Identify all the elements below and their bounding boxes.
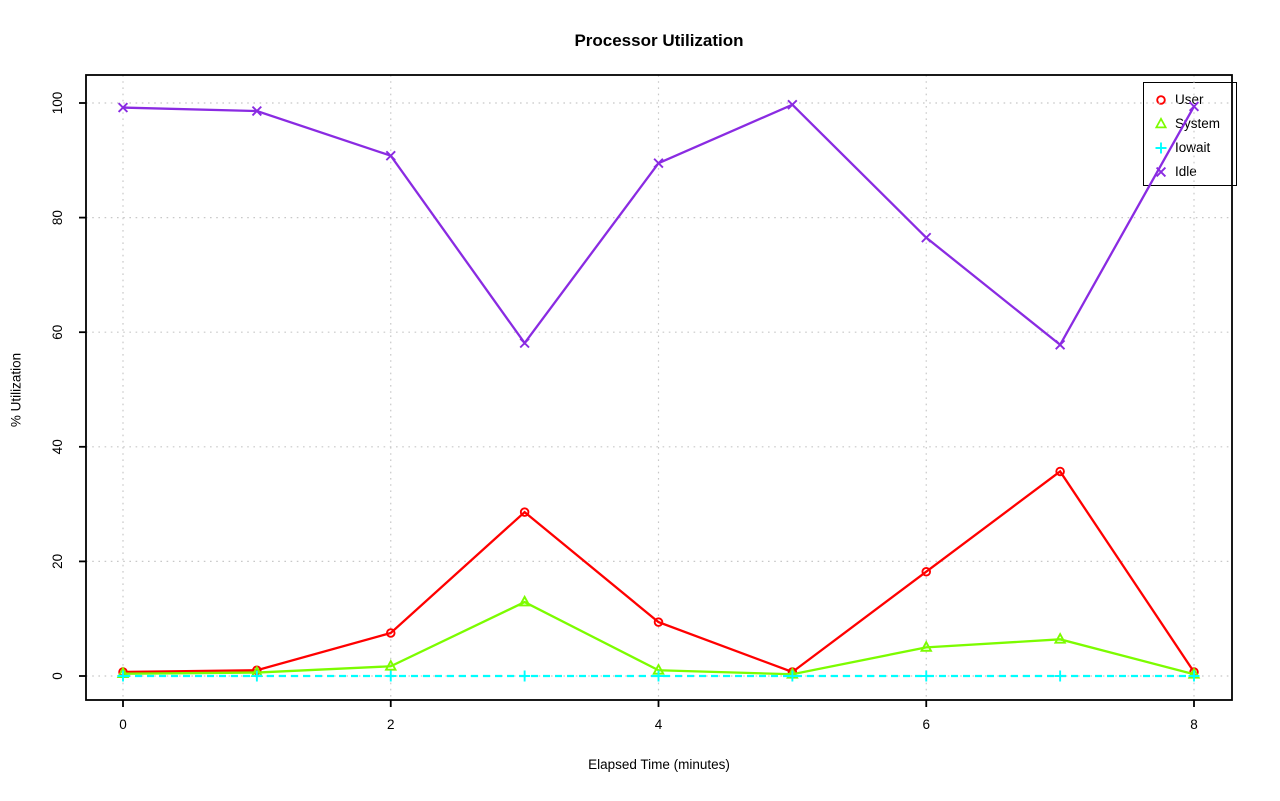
x-tick-label: 2 (387, 717, 395, 732)
y-tick-label: 20 (50, 554, 65, 569)
series-iowait-marker (251, 670, 263, 682)
idle-x-icon (1155, 166, 1167, 178)
system-triangle-icon (1154, 117, 1168, 129)
legend-label-system: System (1175, 116, 1221, 131)
series-idle-marker (251, 105, 262, 117)
series-idle-marker (117, 102, 129, 113)
series-system-marker (116, 666, 130, 679)
series-iowait-marker (385, 670, 397, 682)
series-iowait-marker (1054, 670, 1066, 682)
series-system-marker (652, 663, 665, 675)
series-system-marker (1053, 632, 1067, 644)
plot-border (85, 74, 1233, 701)
series-user-marker (519, 507, 530, 517)
chart-title: Processor Utilization (574, 31, 744, 50)
series-user-marker (787, 667, 798, 677)
series-system-marker (786, 667, 799, 679)
x-axis-title: Elapsed Time (minutes) (588, 757, 730, 772)
series-iowait-marker (653, 670, 664, 682)
legend: User System Iowait Idle (1143, 82, 1237, 186)
series-user-marker (653, 617, 664, 627)
series-iowait-marker (117, 670, 129, 682)
series-idle-marker (519, 338, 530, 349)
y-tick-label: 100 (50, 92, 65, 115)
x-tick-label: 8 (1190, 717, 1198, 732)
x-tick-label: 0 (119, 717, 127, 732)
series-system-line (122, 600, 1195, 676)
series-iowait-marker (786, 670, 798, 682)
series-idle-marker (787, 99, 798, 110)
legend-item-system: System (1152, 112, 1236, 136)
series-system-marker (919, 640, 933, 652)
series-user-marker (1189, 667, 1199, 677)
y-tick-label: 80 (50, 210, 65, 225)
series-user-marker (1055, 466, 1065, 477)
legend-item-iowait: Iowait (1152, 136, 1236, 160)
series-system-marker (1187, 667, 1201, 679)
user-circle-icon (1156, 95, 1166, 105)
legend-item-idle: Idle (1152, 160, 1236, 184)
series-iowait-marker (519, 670, 531, 682)
series-iowait-marker (920, 670, 932, 682)
series-idle-marker (653, 158, 664, 169)
y-tick-label: 60 (50, 325, 65, 340)
legend-item-user: User (1152, 88, 1236, 112)
legend-label-iowait: Iowait (1175, 140, 1211, 155)
series-system-marker (518, 594, 531, 607)
series-iowait-marker (1188, 670, 1200, 682)
series-idle-marker (385, 150, 396, 161)
series-idle-line (122, 103, 1196, 347)
y-tick-label: 40 (50, 439, 65, 454)
series-user-line (122, 469, 1195, 674)
x-tick-label: 6 (922, 717, 930, 732)
series-system-marker (384, 659, 398, 671)
series-user-marker (386, 628, 396, 638)
x-tick-label: 4 (655, 717, 663, 732)
iowait-plus-icon (1155, 142, 1167, 154)
series-idle-marker (1055, 339, 1066, 350)
y-tick-label: 0 (50, 672, 65, 680)
series-idle-marker (921, 232, 932, 243)
y-axis-title: % Utilization (8, 352, 24, 428)
legend-label-user: User (1175, 92, 1204, 107)
legend-label-idle: Idle (1175, 164, 1197, 179)
series-system-marker (250, 665, 264, 677)
series-user-marker (252, 665, 262, 676)
series-user-marker (921, 566, 932, 577)
series-user-marker (118, 667, 128, 677)
